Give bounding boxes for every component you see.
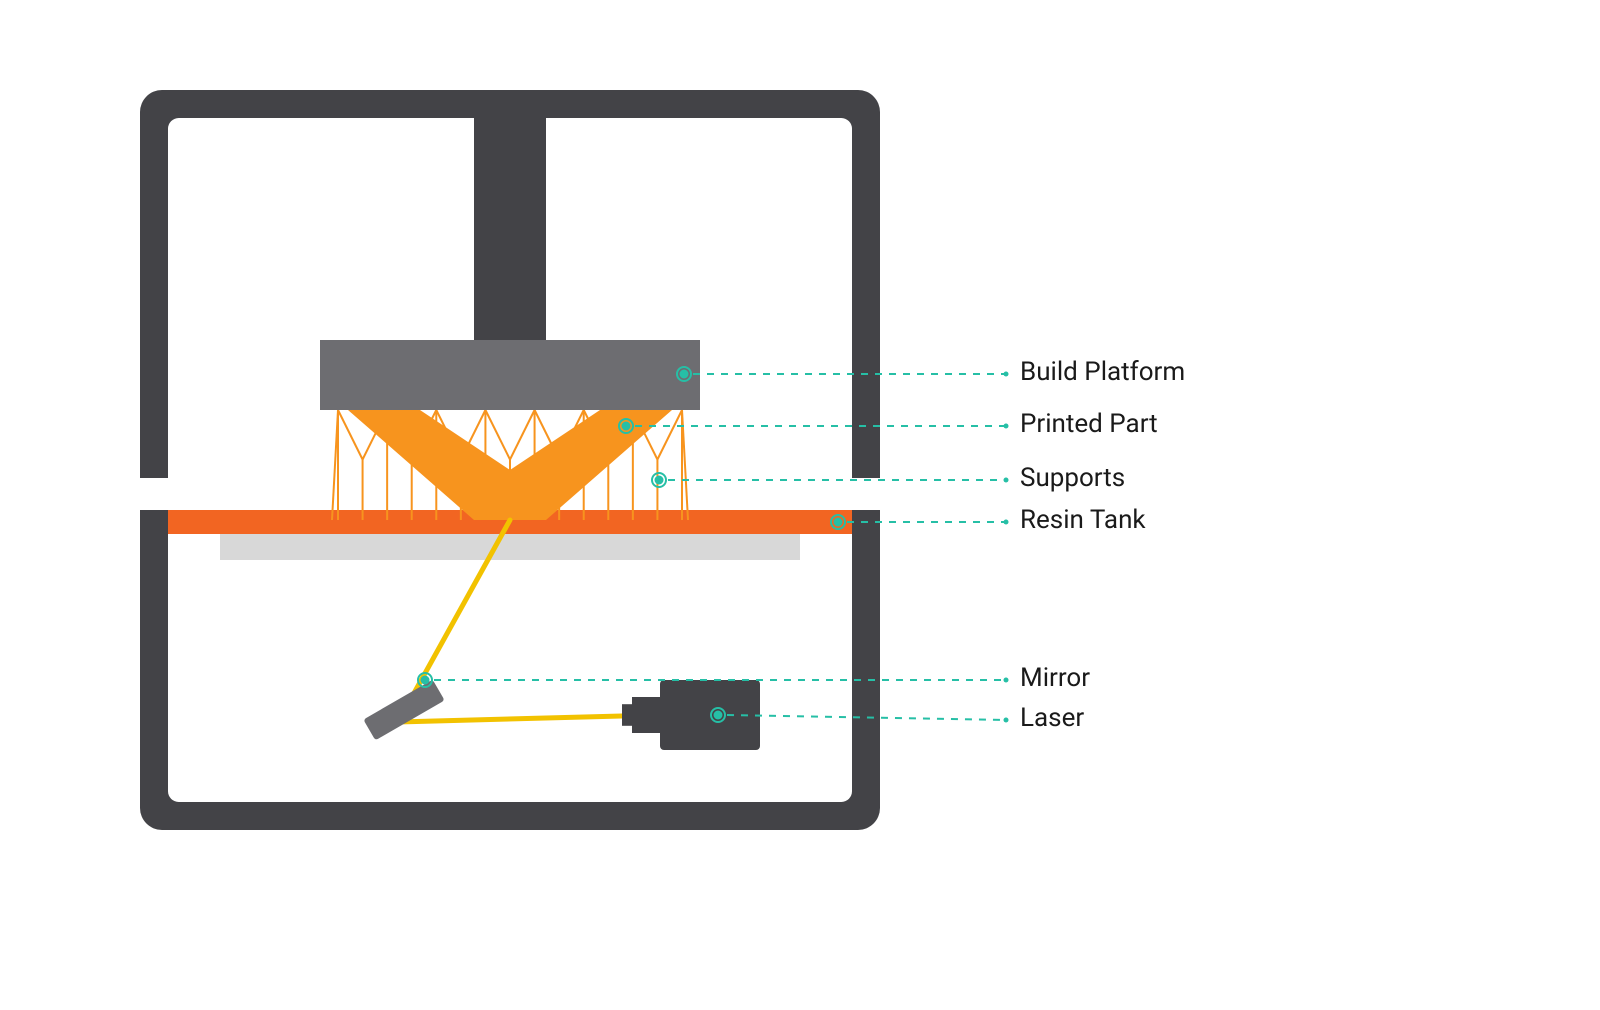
z-axis-pillar [474, 90, 546, 340]
sla-printer-diagram [0, 0, 1600, 1010]
build-platform [320, 340, 700, 410]
callout-end-dot [1004, 372, 1009, 377]
diagram-stage: Build Platform Printed Part Supports Resin … [0, 0, 1600, 1010]
callout-dot [834, 518, 843, 527]
callout-label-laser: Laser [1020, 705, 1084, 731]
callout-dot [622, 422, 631, 431]
callout-dot [655, 476, 664, 485]
tank-floor [220, 534, 800, 560]
laser-emitter [622, 680, 760, 750]
callout-dot [421, 676, 430, 685]
callout-end-dot [1004, 478, 1009, 483]
callout-label-build_platform: Build Platform [1020, 359, 1185, 385]
callout-end-dot [1004, 678, 1009, 683]
callout-dot [714, 711, 723, 720]
callout-label-printed_part: Printed Part [1020, 411, 1158, 437]
callout-end-dot [1004, 718, 1009, 723]
mirror [363, 680, 444, 741]
callout-end-dot [1004, 520, 1009, 525]
callout-dot [680, 370, 689, 379]
callout-label-resin_tank: Resin Tank [1020, 507, 1146, 533]
callout-end-dot [1004, 424, 1009, 429]
callout-label-supports: Supports [1020, 465, 1125, 491]
callout-label-mirror: Mirror [1020, 665, 1090, 691]
